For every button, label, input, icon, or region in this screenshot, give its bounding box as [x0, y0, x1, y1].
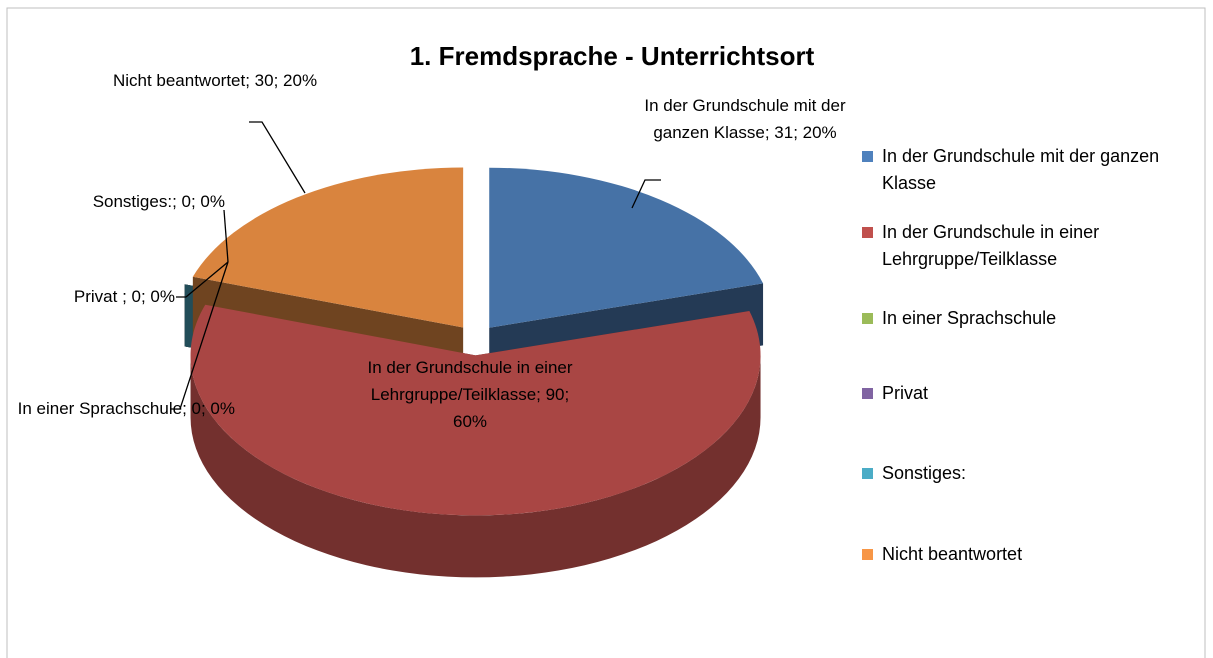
legend-label: Sonstiges:	[882, 463, 967, 483]
slice	[190, 304, 761, 516]
leader-line	[631, 179, 661, 209]
legend-swatch	[862, 549, 873, 560]
legend-label: In einer Sprachschule	[882, 308, 1057, 328]
leader-line	[223, 209, 229, 263]
data-label: Privat ; 0; 0%	[73, 287, 175, 306]
chart-title: 1. Fremdsprache - Unterrichtsort	[410, 41, 815, 71]
slice	[489, 167, 764, 328]
legend-label: In der Grundschule mit der ganzen Klasse	[882, 146, 1160, 193]
pie-sides	[190, 355, 761, 578]
legend-label: Privat	[882, 383, 929, 403]
data-label: Sonstiges:; 0; 0%	[92, 192, 225, 211]
legend-swatch	[862, 313, 873, 324]
legend-label: In der Grundschule in einer Lehrgruppe/T…	[882, 222, 1100, 269]
data-label: In der Grundschule mit der ganzen Klasse…	[644, 96, 846, 142]
slice-side	[190, 355, 761, 578]
legend-swatch	[862, 468, 873, 479]
leader-line	[170, 261, 229, 410]
legend-swatch	[862, 227, 873, 238]
legend-swatch	[862, 151, 873, 162]
data-label: In einer Sprachschule; 0; 0%	[17, 399, 235, 418]
leader-line	[249, 121, 306, 194]
pie-tops	[184, 167, 764, 516]
legend-swatch	[862, 388, 873, 399]
slice	[192, 167, 464, 328]
data-label: In der Grundschule in einer Lehrgruppe/T…	[367, 358, 573, 431]
leader-line	[176, 261, 229, 298]
pie	[184, 167, 764, 578]
leader-lines	[170, 121, 661, 410]
data-label: Nicht beantwortet; 30; 20%	[112, 71, 318, 90]
legend-label: Nicht beantwortet	[882, 544, 1023, 564]
